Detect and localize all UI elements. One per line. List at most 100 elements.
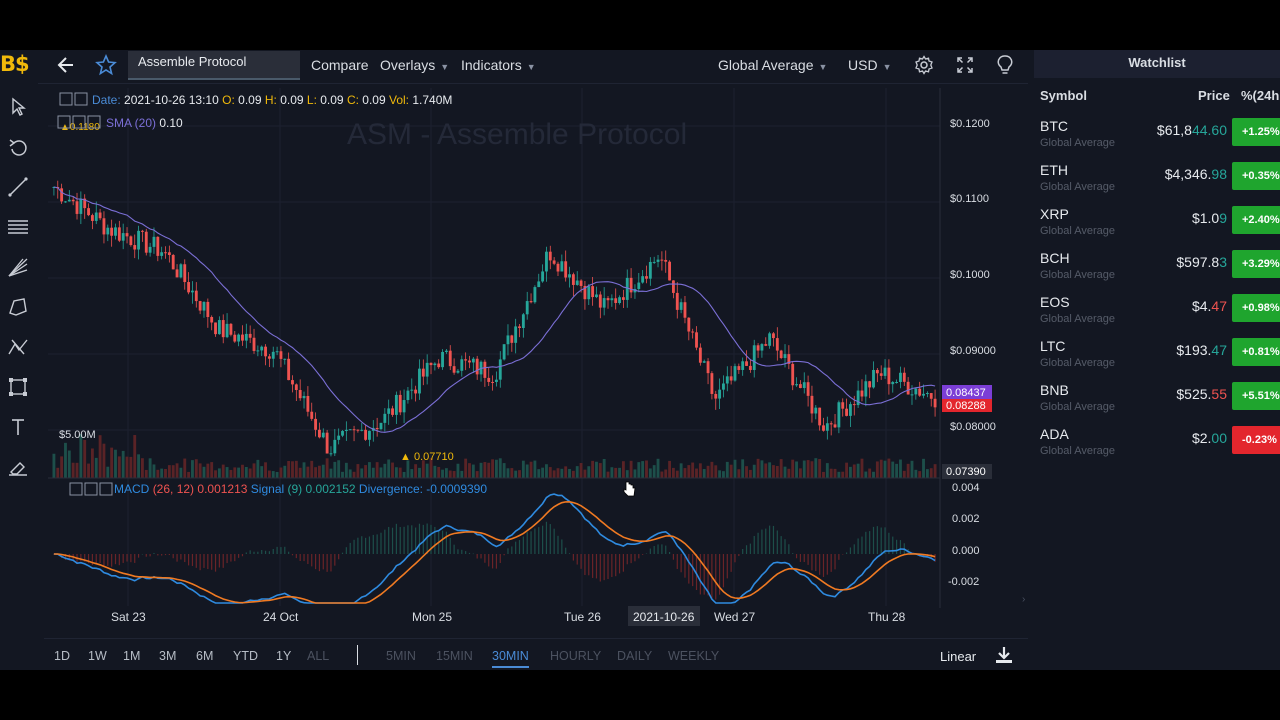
macd-hist-bar <box>680 554 682 573</box>
collapse-panel-icon[interactable]: › <box>1022 594 1026 605</box>
header-symbol[interactable]: Symbol <box>1040 88 1087 103</box>
candle-body <box>564 261 568 278</box>
macd-hist-bar <box>592 554 594 578</box>
watchlist-row-bnb[interactable]: BNB Global Average $525.55 +5.51% <box>1034 382 1280 426</box>
candle-body <box>460 359 464 371</box>
x-tick: Thu 28 <box>868 610 906 624</box>
macd-hist-bar <box>634 554 636 562</box>
range-all-button[interactable]: ALL <box>307 649 330 663</box>
eraser-icon[interactable] <box>6 455 30 479</box>
volume-bar <box>52 453 56 478</box>
macd-hist-bar <box>445 531 448 554</box>
watchlist-row-xrp[interactable]: XRP Global Average $1.09 +2.40% <box>1034 206 1280 250</box>
ohlc-legend: Date: 2021-10-26 13:10 O: 0.09 H: 0.09 L… <box>59 92 452 107</box>
favorite-star-icon[interactable] <box>95 53 117 76</box>
volume-bar <box>533 460 537 478</box>
range-6m-button[interactable]: 6M <box>196 649 214 663</box>
volume-bar <box>329 468 333 478</box>
candle-body <box>583 285 587 300</box>
back-arrow-icon[interactable] <box>56 54 76 74</box>
indicators-menu[interactable]: Indicators ▼ <box>461 57 536 77</box>
range-3m-button[interactable]: 3M <box>159 649 177 663</box>
row-change-badge: -0.23% <box>1232 426 1280 454</box>
fib-fan-icon[interactable] <box>6 255 30 279</box>
pattern-icon[interactable] <box>6 335 30 359</box>
settings-gear-icon[interactable] <box>914 55 934 75</box>
macd-hist-bar <box>388 526 390 554</box>
range-1d-button[interactable]: 1D <box>54 649 70 663</box>
watchlist-row-eos[interactable]: EOS Global Average $4.47 +0.98% <box>1034 294 1280 338</box>
compare-button[interactable]: Compare <box>311 57 369 77</box>
interval-daily-button[interactable]: DAILY <box>617 649 653 663</box>
candle-body <box>191 290 194 293</box>
text-tool-icon[interactable] <box>6 415 30 439</box>
candle-body <box>683 302 687 318</box>
macd-hist-bar <box>703 554 705 595</box>
chart-canvas[interactable]: ASM - Assemble Protocol $0.1200 $0.1100 … <box>44 88 1028 631</box>
price-chart[interactable]: ASM - Assemble Protocol $0.1200 $0.1100 … <box>44 88 1028 631</box>
macd-histogram <box>53 521 936 600</box>
rectangle-icon[interactable] <box>6 375 30 399</box>
lightbulb-icon[interactable] <box>996 54 1014 74</box>
volume-bar <box>60 456 64 478</box>
currency-select[interactable]: USD ▼ <box>848 57 891 77</box>
volume-bar <box>687 465 691 478</box>
watchlist-row-ltc[interactable]: LTC Global Average $193.47 +0.81% <box>1034 338 1280 382</box>
candle-body <box>98 212 102 219</box>
candle-body <box>702 361 706 363</box>
interval-15min-button[interactable]: 15MIN <box>436 649 473 663</box>
watchlist-row-bch[interactable]: BCH Global Average $597.83 +3.29% <box>1034 250 1280 294</box>
macd-hist-bar <box>622 554 625 572</box>
overlays-menu[interactable]: Overlays ▼ <box>380 57 449 77</box>
interval-hourly-button[interactable]: HOURLY <box>550 649 602 663</box>
cursor-icon[interactable] <box>6 95 30 119</box>
horizontal-lines-icon[interactable] <box>6 215 30 239</box>
fullscreen-icon[interactable] <box>955 55 975 75</box>
macd-hist-bar <box>307 554 309 565</box>
volume-bar <box>560 468 564 478</box>
volume-bar <box>279 467 283 478</box>
brush-icon[interactable] <box>6 295 30 319</box>
header-price[interactable]: Price <box>1198 88 1230 103</box>
macd-hist-bar <box>364 537 367 554</box>
candle-body <box>148 246 152 253</box>
macd-hist-bar <box>176 554 178 562</box>
macd-hist-bar <box>869 531 871 554</box>
symbol-search-input[interactable] <box>128 51 300 80</box>
scale-select[interactable]: Linear <box>940 649 977 664</box>
candle-body <box>841 402 845 409</box>
watchlist-row-btc[interactable]: BTC Global Average $61,844.60 +1.25% <box>1034 118 1280 162</box>
candle-body <box>614 298 618 304</box>
header-change[interactable]: %(24h <box>1241 88 1280 103</box>
volume-bar <box>310 460 314 478</box>
range-ytd-button[interactable]: YTD <box>233 649 258 663</box>
watchlist-row-eth[interactable]: ETH Global Average $4,346.98 +0.35% <box>1034 162 1280 206</box>
macd-tick: 0.000 <box>952 545 980 557</box>
range-1w-button[interactable]: 1W <box>88 649 107 663</box>
volume-bar <box>441 469 444 478</box>
legend-settings-icon <box>84 482 98 496</box>
interval-5min-button[interactable]: 5MIN <box>386 649 416 663</box>
macd-hist-bar <box>168 554 170 556</box>
macd-hist-bar <box>784 539 786 554</box>
macd-hist-bar <box>222 554 224 568</box>
candle-body <box>90 215 94 221</box>
source-select[interactable]: Global Average ▼ <box>718 57 827 77</box>
download-icon[interactable] <box>994 645 1014 670</box>
candle-body <box>291 380 294 385</box>
range-1y-button[interactable]: 1Y <box>276 649 292 663</box>
app-logo[interactable]: B$ <box>0 52 30 76</box>
interval-weekly-button[interactable]: WEEKLY <box>668 649 720 663</box>
undo-icon[interactable] <box>6 135 30 159</box>
watchlist-row-ada[interactable]: ADA Global Average $2.00 -0.23% <box>1034 426 1280 470</box>
range-1m-button[interactable]: 1M <box>123 649 141 663</box>
candle-body <box>560 261 564 272</box>
macd-hist-bar <box>576 554 578 565</box>
row-price: $4.47 <box>1191 298 1227 314</box>
candle-body <box>899 372 902 382</box>
macd-hist-bar <box>249 550 251 554</box>
interval-30min-button[interactable]: 30MIN <box>492 649 529 668</box>
trend-line-icon[interactable] <box>6 175 30 199</box>
candle-body <box>156 236 160 256</box>
macd-hist-bar <box>430 524 432 554</box>
